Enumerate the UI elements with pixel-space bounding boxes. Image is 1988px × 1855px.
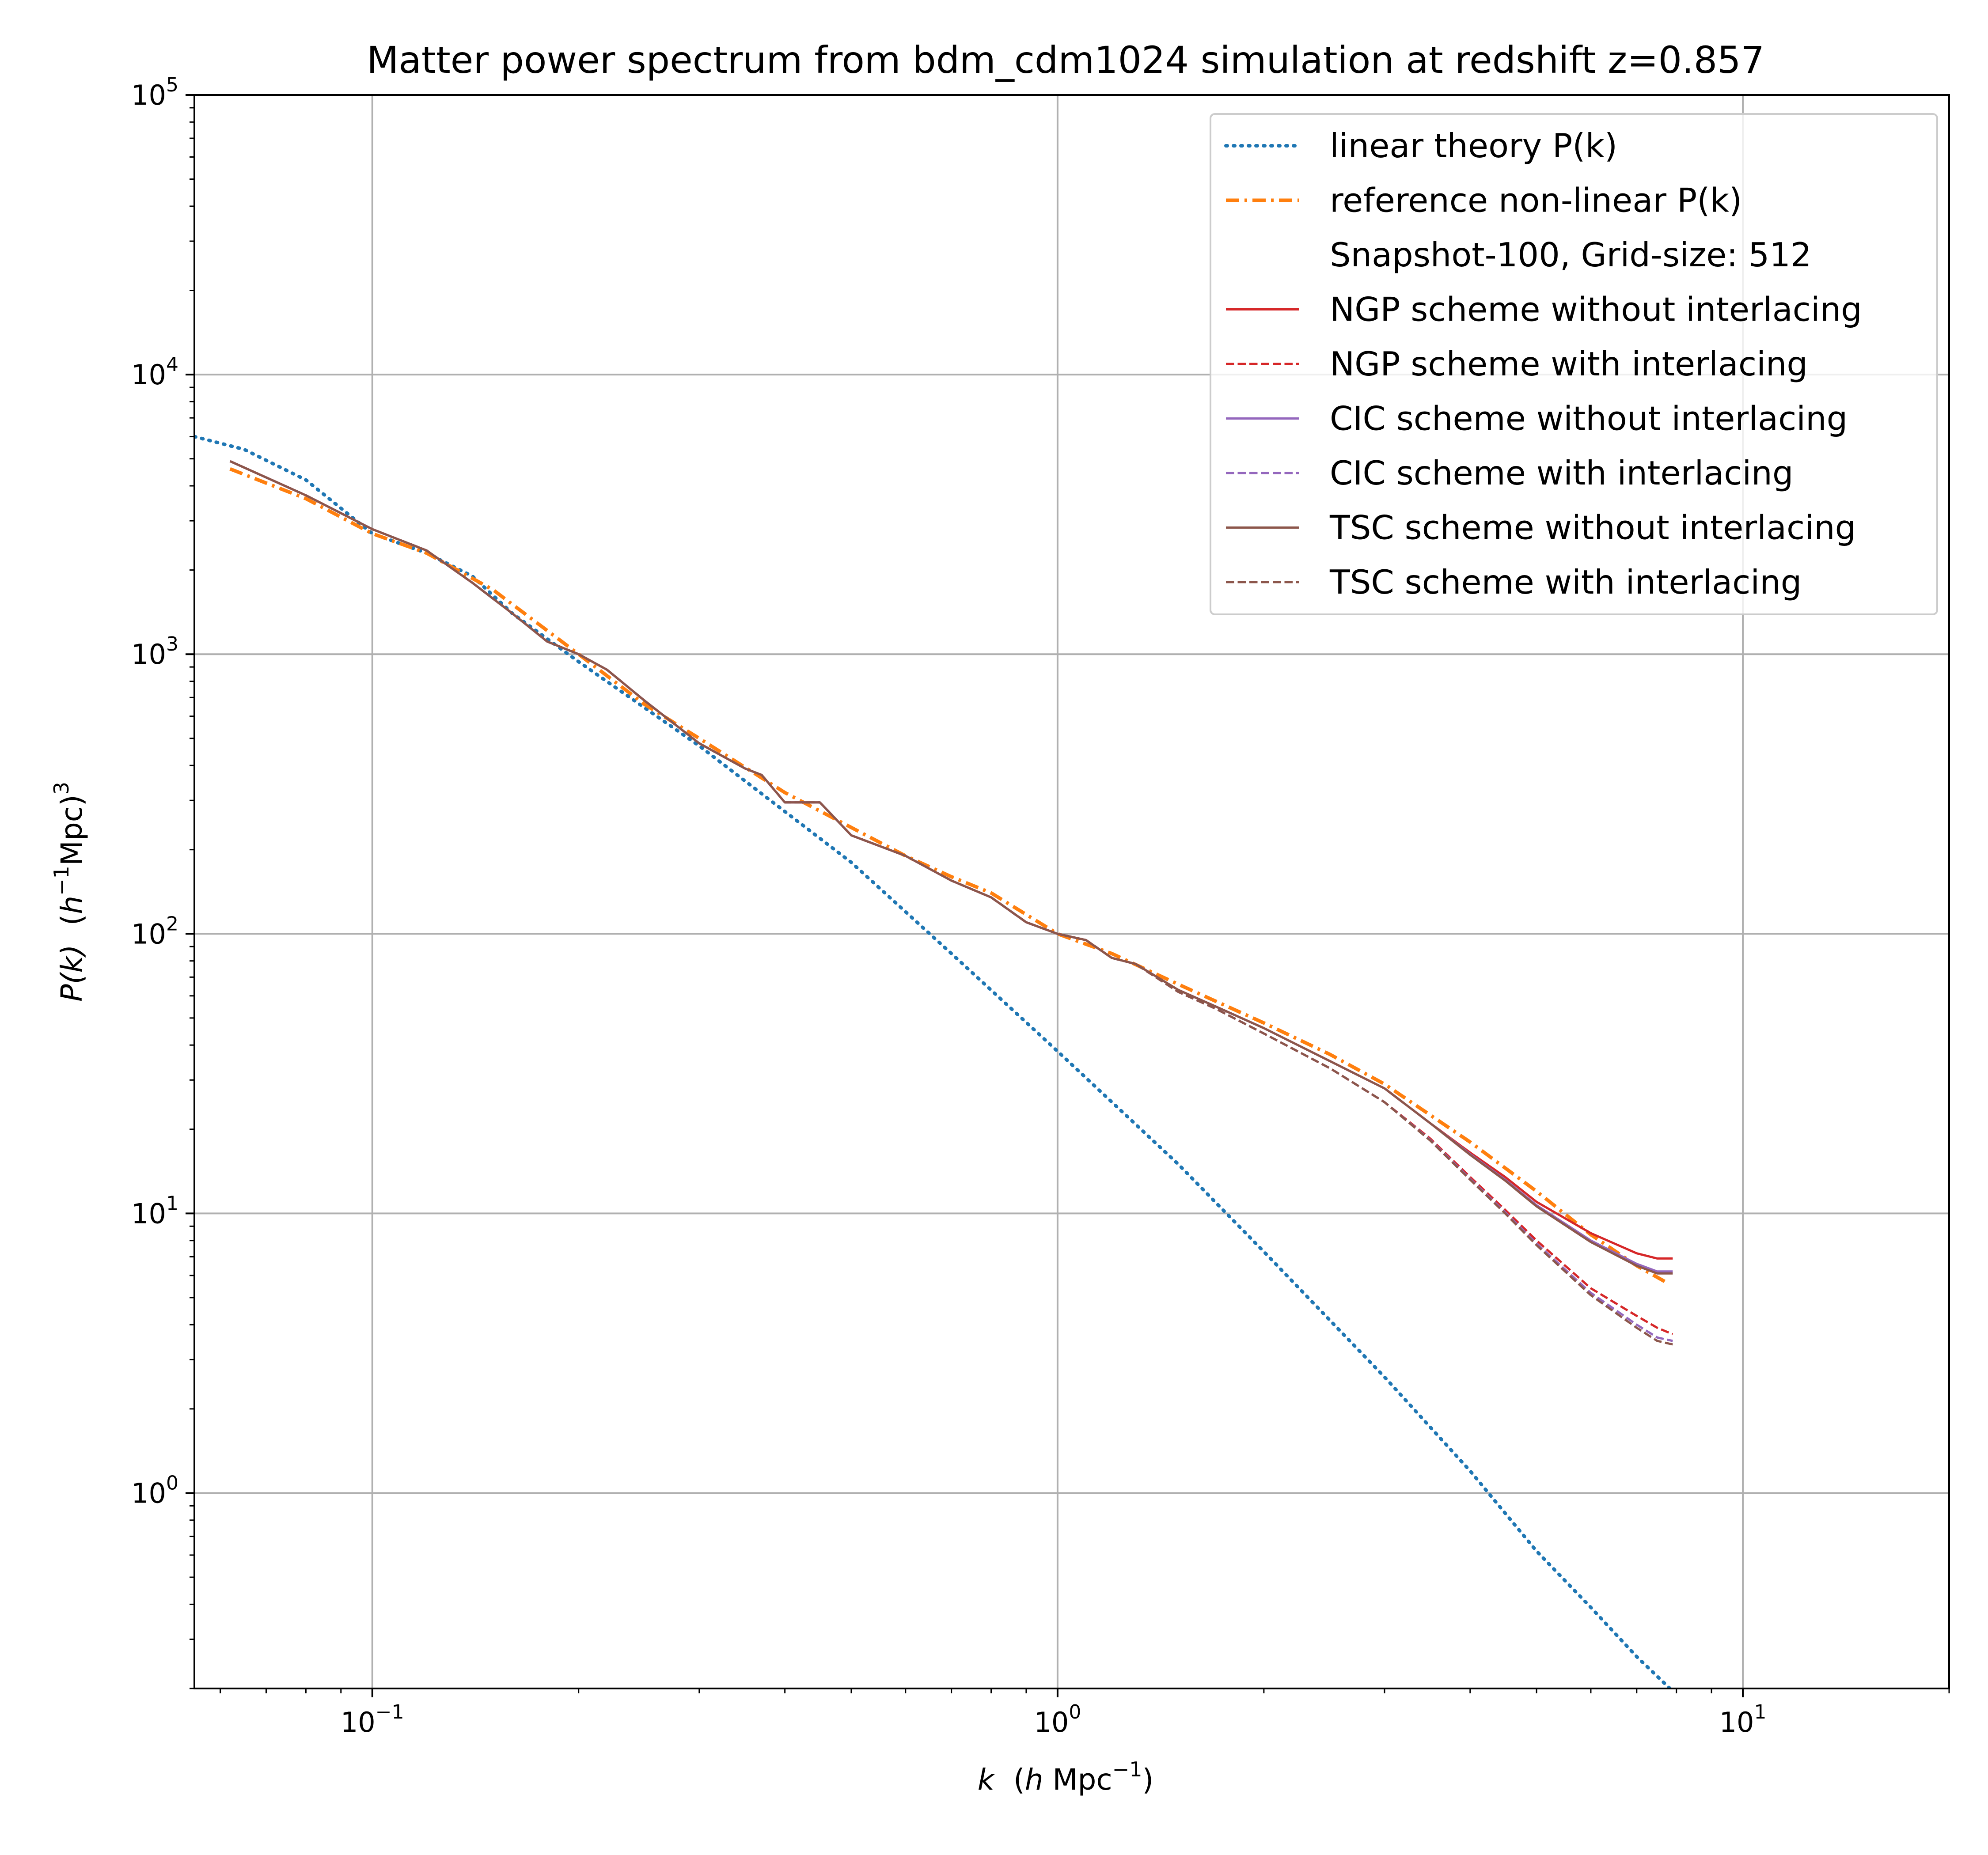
legend-label: NGP scheme without interlacing: [1330, 290, 1862, 329]
x-tick-label: 10−1: [341, 1701, 404, 1738]
legend-entries: linear theory P(k) reference non-linear P…: [1224, 126, 1862, 602]
y-tick-labels: 100 101 102 103 104 105: [131, 74, 178, 1509]
y-axis-label: P(k) (h−1Mpc)3: [49, 782, 89, 1002]
minor-ticks: [186, 94, 1950, 1697]
legend-box: [1210, 113, 1938, 615]
legend-label: CIC scheme without interlacing: [1330, 399, 1848, 438]
plot-frame: [193, 94, 1950, 1689]
legend-label: TSC scheme without interlacing: [1329, 508, 1856, 547]
legend-label: reference non-linear P(k): [1330, 181, 1742, 220]
x-axis-label: k (h Mpc−1): [978, 1757, 1153, 1797]
chart-title: Matter power spectrum from bdm_cdm1024 s…: [367, 38, 1764, 82]
legend-label: TSC scheme with interlacing: [1329, 563, 1802, 602]
legend-label: CIC scheme with interlacing: [1330, 454, 1793, 492]
series-line-8: [229, 460, 1673, 1346]
y-tick-label: 102: [131, 912, 178, 950]
y-tick-label: 101: [131, 1192, 178, 1230]
legend-label: NGP scheme with interlacing: [1330, 344, 1808, 383]
x-tick-labels: 10−1 100 101: [341, 1701, 1767, 1738]
y-tick-label: 103: [131, 633, 178, 670]
series-line-1: [194, 435, 1673, 1688]
y-tick-label: 105: [131, 74, 178, 111]
y-tick-label: 104: [131, 353, 178, 391]
x-tick-label: 101: [1719, 1701, 1767, 1738]
legend-label: linear theory P(k): [1330, 126, 1617, 165]
y-tick-label: 100: [131, 1472, 178, 1509]
legend-header: Snapshot-100, Grid-size: 512: [1330, 235, 1812, 274]
series-group: [194, 435, 1673, 1688]
series-line-2: [229, 467, 1670, 1286]
x-tick-label: 100: [1034, 1701, 1081, 1738]
legend: linear theory P(k) reference non-linear P…: [1210, 113, 1938, 615]
